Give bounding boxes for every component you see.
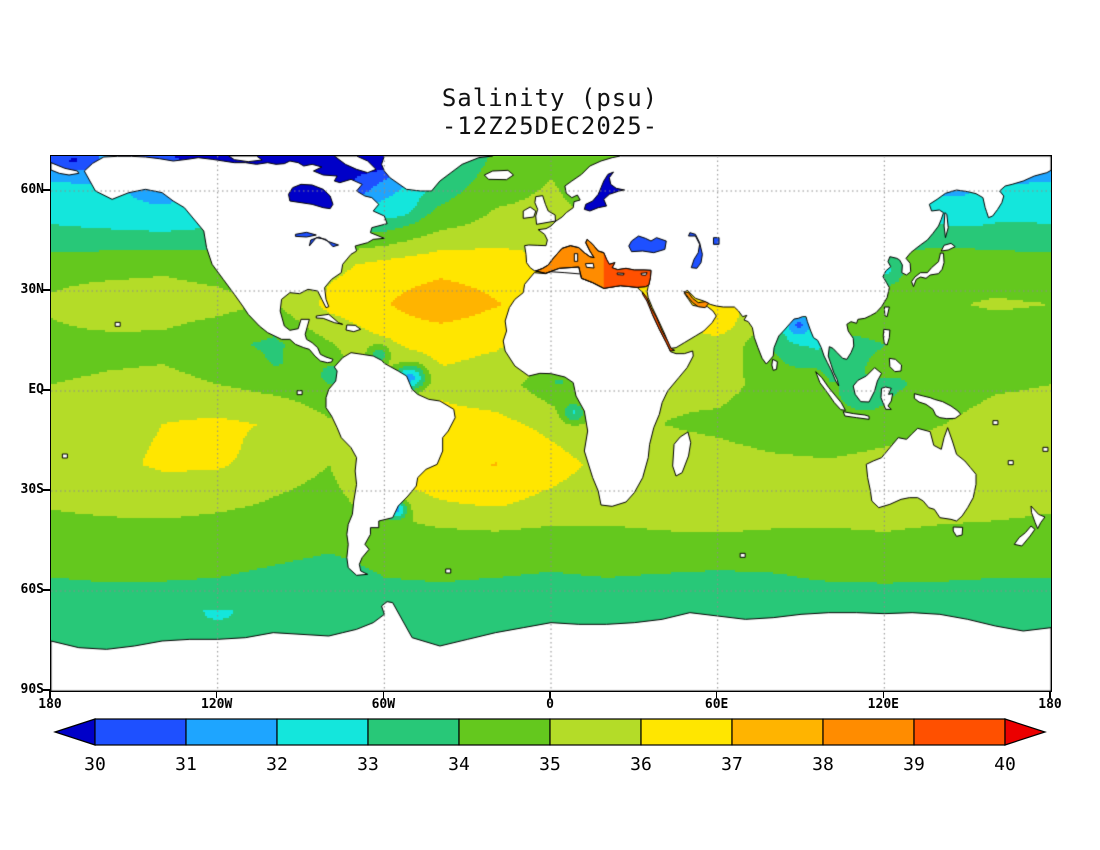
lat-tick-label: 30S — [20, 482, 44, 497]
colorbar-segment — [640, 718, 733, 746]
lat-tick-label: 60S — [20, 582, 44, 597]
colorbar-segment — [94, 718, 187, 746]
colorbar-tick-label: 34 — [448, 754, 470, 775]
colorbar-tick-label: 32 — [266, 754, 288, 775]
colorbar-segment — [367, 718, 460, 746]
colorbar-segment — [913, 718, 1006, 746]
colorbar-tick-label: 30 — [84, 754, 106, 775]
lon-tick-mark — [49, 691, 51, 698]
map-canvas — [51, 156, 1051, 691]
lat-tick-mark — [42, 289, 50, 291]
lon-tick-label: 60E — [704, 697, 729, 712]
lon-tick-label: 120W — [201, 697, 233, 712]
map-plot — [50, 155, 1052, 692]
colorbar-tick-label: 39 — [903, 754, 925, 775]
lon-tick-mark — [715, 691, 718, 698]
lat-tick-mark — [42, 189, 50, 191]
lon-tick-mark — [1049, 691, 1051, 698]
colorbar-segment — [822, 718, 915, 746]
colorbar-tick-label: 33 — [357, 754, 379, 775]
lon-tick-label: 0 — [546, 697, 554, 712]
lat-tick-mark — [42, 489, 50, 491]
lat-tick-mark — [42, 389, 50, 391]
colorbar-left-arrow — [53, 718, 96, 746]
lat-tick-mark — [42, 589, 50, 591]
colorbar-tick-label: 37 — [721, 754, 743, 775]
lon-tick-mark — [382, 691, 385, 698]
colorbar-segment — [276, 718, 369, 746]
lon-tick-mark — [215, 691, 218, 698]
colorbar: 30 31 32 33 34 35 36 37 38 39 40 — [53, 718, 1047, 775]
colorbar-tick-label: 38 — [812, 754, 834, 775]
chart-subtitle: -12Z25DEC2025- — [441, 112, 659, 140]
chart-title: Salinity (psu) — [441, 84, 659, 112]
lon-tick-label: 60W — [371, 697, 396, 712]
colorbar-tick-label: 35 — [539, 754, 561, 775]
colorbar-segment — [731, 718, 824, 746]
lat-tick-label: 30N — [20, 282, 44, 297]
colorbar-segment — [458, 718, 551, 746]
lat-tick-label: 90S — [20, 682, 44, 697]
lon-tick-mark — [549, 691, 551, 698]
colorbar-tick-label: 40 — [994, 754, 1016, 775]
lon-tick-mark — [882, 691, 885, 698]
colorbar-segment — [185, 718, 278, 746]
lat-tick-label: EQ — [28, 382, 44, 397]
lon-tick-label: 180 — [1038, 697, 1062, 712]
lon-tick-label: 180 — [38, 697, 62, 712]
colorbar-segment — [549, 718, 642, 746]
colorbar-tick-label: 31 — [175, 754, 197, 775]
lat-tick-label: 60N — [20, 182, 44, 197]
lat-tick-mark — [42, 689, 50, 691]
colorbar-tick-label: 36 — [630, 754, 652, 775]
colorbar-right-arrow — [1004, 718, 1047, 746]
lon-tick-label: 120E — [867, 697, 899, 712]
